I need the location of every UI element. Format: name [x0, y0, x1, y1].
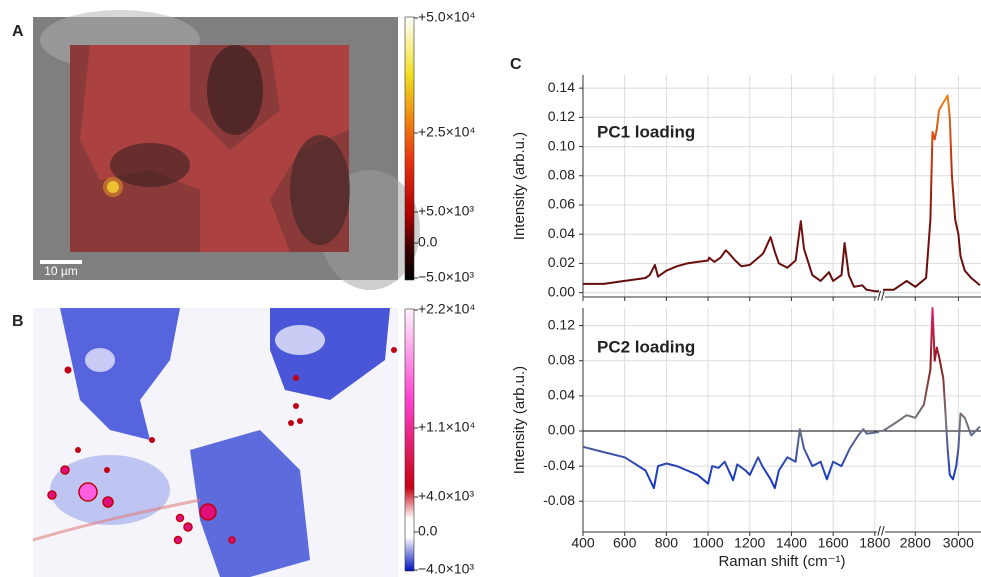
x-tick-label: 3000: [943, 535, 974, 551]
annotation: PC2 loading: [597, 337, 695, 356]
x-tick-label: 2800: [900, 535, 931, 551]
loading-line: [582, 307, 981, 490]
colorbar-tick-label: +5.0×10⁴: [418, 9, 475, 25]
axis-frame: [582, 75, 981, 298]
panel-a-image: 10 µm: [33, 10, 420, 290]
scale-bar-label: 10 µm: [44, 264, 78, 278]
x-tick-label: 1000: [692, 535, 723, 551]
y-tick-label: 0.00: [548, 283, 575, 299]
y-tick-label: 0.12: [548, 316, 575, 332]
panel-b-image: [32, 308, 398, 577]
colorbar-tick-label: 0.0: [418, 523, 438, 539]
panel-label: C: [510, 56, 522, 73]
colorbar-tick-label: +5.0×10³: [418, 203, 474, 219]
y-tick-label: 0.14: [548, 79, 575, 95]
panel-label: B: [12, 313, 24, 330]
y-tick-label: 0.00: [548, 422, 575, 438]
colorbar-tick-label: −4.0×10³: [418, 561, 474, 577]
break-mark: //: [877, 523, 885, 538]
x-tick-label: 1800: [859, 535, 890, 551]
y-tick-label: 0.04: [548, 387, 575, 403]
y-tick-label: 0.08: [548, 166, 575, 182]
y-tick-label: -0.08: [543, 492, 575, 508]
break-mark: //: [877, 288, 885, 303]
colorbar-a: [404, 16, 415, 281]
x-tick-label: 400: [571, 535, 595, 551]
y-axis-title: Intensity (arb.u.): [511, 366, 528, 474]
y-tick-label: 0.06: [548, 196, 575, 212]
colorbar-tick-label: +2.5×10⁴: [418, 124, 475, 140]
colorbar-tick-label: +2.2×10⁴: [418, 301, 475, 317]
x-tick-label: 1200: [734, 535, 765, 551]
colorbar-b: [404, 308, 415, 572]
loading-line: [583, 94, 981, 293]
x-tick-label: 1600: [818, 535, 849, 551]
x-tick-label: 1400: [776, 535, 807, 551]
axis-frame: [582, 308, 981, 533]
x-axis-title: Raman shift (cm⁻¹): [718, 553, 845, 570]
panel-label: A: [12, 23, 24, 40]
y-axis-title: Intensity (arb.u.): [511, 132, 528, 240]
colorbar-tick-label: +1.1×10⁴: [418, 419, 475, 435]
y-tick-label: 0.08: [548, 351, 575, 367]
y-tick-label: 0.12: [548, 108, 575, 124]
colorbar-tick-label: +4.0×10³: [418, 488, 474, 504]
annotation: PC1 loading: [597, 122, 695, 141]
y-tick-label: 0.02: [548, 254, 575, 270]
colorbar-tick-label: −5.0×10³: [418, 269, 474, 285]
x-tick-label: 800: [655, 535, 679, 551]
x-tick-label: 600: [613, 535, 637, 551]
y-tick-label: -0.04: [543, 457, 575, 473]
y-tick-label: 0.04: [548, 225, 575, 241]
colorbar-tick-label: 0.0: [418, 234, 438, 250]
y-tick-label: 0.10: [548, 137, 575, 153]
